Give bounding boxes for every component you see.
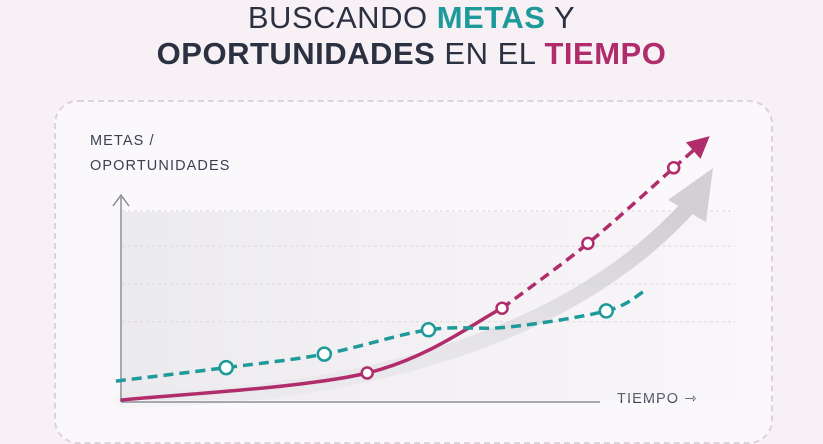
- y-axis-arrow-icon: [112, 193, 130, 207]
- series-2-marker-3: [420, 322, 437, 338]
- series-2: [115, 290, 644, 383]
- series-2-marker-4: [598, 303, 615, 319]
- chart-title-line-2: OPORTUNIDADES EN EL TIEMPO: [0, 36, 823, 72]
- title-en-el: EN EL: [435, 36, 545, 71]
- title-tiempo: TIEMPO: [544, 36, 667, 71]
- title-oportunidades: OPORTUNIDADES: [156, 36, 436, 71]
- chart-title-line-1: BUSCANDO METAS Y: [0, 0, 823, 36]
- background-grey-arrow: [114, 197, 698, 408]
- series-2-marker-2: [316, 346, 333, 362]
- title-metas: METAS: [436, 0, 546, 35]
- series-2-marker-1: [218, 359, 234, 376]
- series-1-dashed-line: [501, 166, 675, 310]
- series-1-marker-4: [666, 161, 681, 175]
- background-grey-arrowhead: [668, 168, 713, 222]
- chart-plot: [112, 136, 735, 408]
- series-1-marker-1: [360, 366, 374, 380]
- y-axis-label-line-2: OPORTUNIDADES: [90, 158, 231, 174]
- series-1-marker-3: [581, 236, 595, 251]
- background-shaded-area: [122, 212, 735, 400]
- title-buscando: BUSCANDO: [247, 0, 437, 35]
- series-1-arrowhead-icon: [685, 136, 710, 159]
- series-1-marker-2: [495, 301, 509, 315]
- series-layer: [115, 136, 710, 402]
- y-axis-label-line-1: METAS /: [90, 133, 155, 149]
- title-y: Y: [545, 0, 576, 35]
